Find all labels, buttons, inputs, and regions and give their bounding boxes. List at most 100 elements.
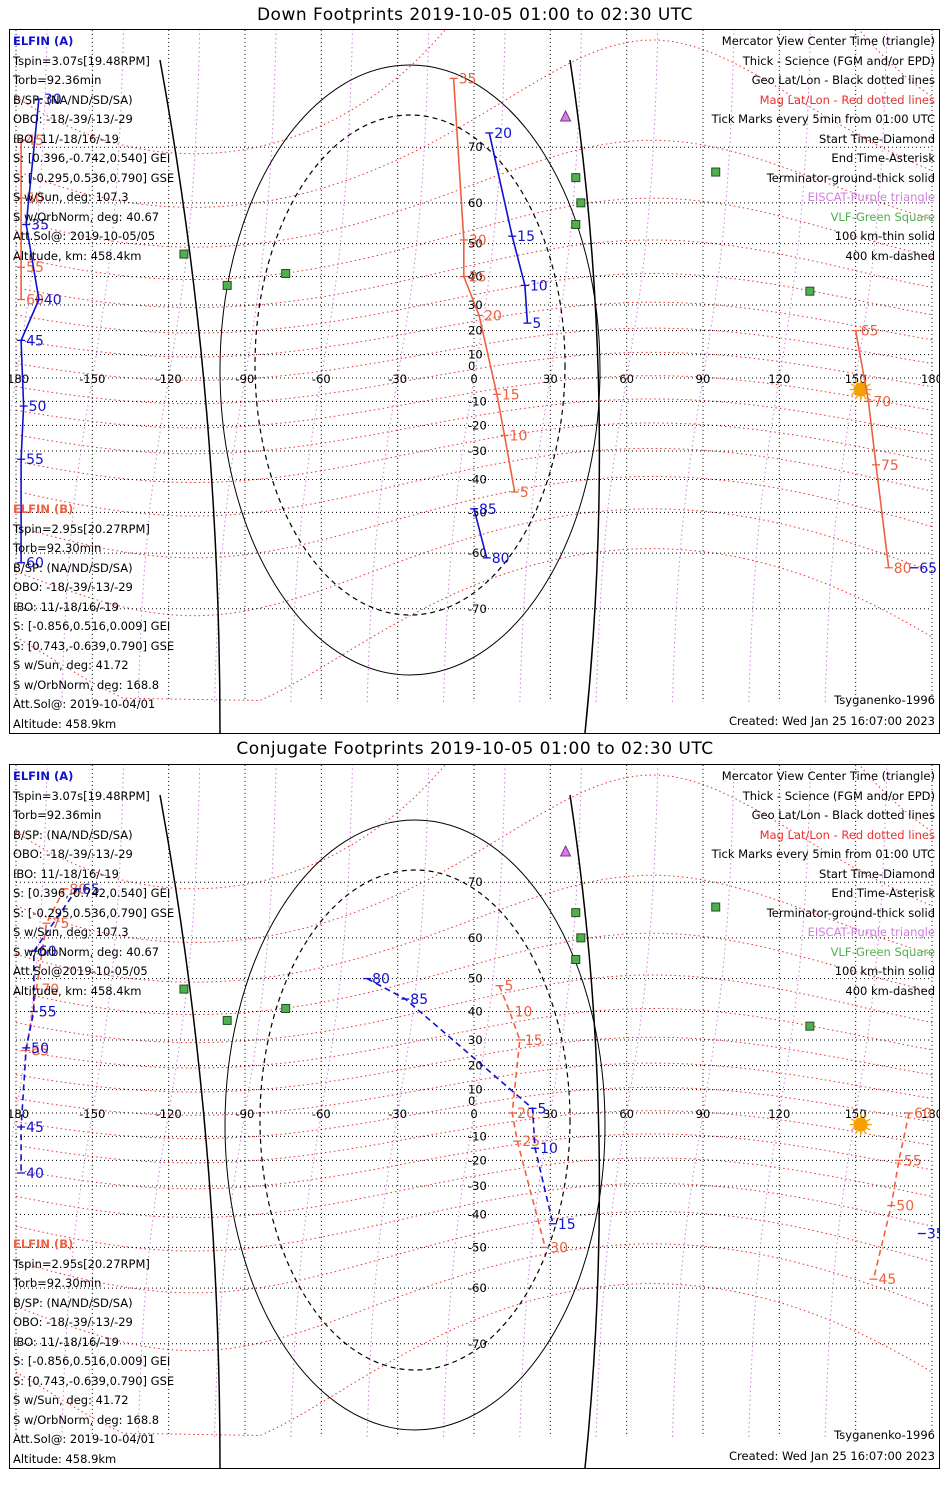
lat-tick-label: -40 [468, 472, 487, 486]
elfin-b-line: S: [0.743,-0.639,0.790] GSE [13, 638, 175, 653]
footer-model-down: Tsyganenko-1996 [834, 693, 935, 707]
lon-tick-label: -150 [79, 1107, 105, 1121]
elfin-a-tick-label: 65 [82, 882, 100, 898]
elfin-a-tick-label: 15 [558, 1217, 576, 1233]
vlf-square-icon [179, 984, 189, 994]
lat-tick-label: 50 [468, 237, 483, 251]
sun-icon [853, 1117, 868, 1132]
elfin-b-tick-label: 75 [881, 458, 899, 474]
map-frame-down: -180-150-120-90-60-300306090120150180706… [9, 29, 940, 734]
legend-entry: Tick Marks every 5min from 01:00 UTC [711, 847, 935, 861]
vlf-square-icon [711, 167, 721, 177]
vlf-square-icon [222, 1015, 232, 1025]
elfin-b-tick-label: 5 [504, 979, 513, 995]
elfin-a-line: Att.Sol@2019-10-05/05 [13, 964, 148, 978]
elfin-b-track [854, 330, 890, 568]
elfin-b-tick-label: 65 [861, 324, 879, 340]
lon-tick-label: 30 [543, 372, 558, 386]
legend-entry: EISCAT-Purple triangle [807, 925, 935, 939]
legend-entry: End Time-Asterisk [831, 151, 935, 165]
lon-tick-label: -150 [79, 372, 105, 386]
elfin-b-tick-label: 75 [52, 916, 70, 932]
elfin-b-tick-label: 60 [26, 293, 44, 309]
elfin-b-line: S w/Sun, deg: 41.72 [13, 1393, 129, 1407]
elfin-a-line: IBO: 11/-18/16/-19 [13, 131, 119, 146]
vlf-square-icon [805, 1021, 815, 1031]
elfin-b-tick-label: 65 [31, 1043, 49, 1059]
lon-tick-label: 90 [696, 1107, 711, 1121]
mag-lat-line [15, 1133, 933, 1190]
legend-entry: Terminator-ground-thick solid [766, 170, 935, 185]
vlf-square-icon [571, 219, 581, 229]
lat-tick-label: 20 [468, 1059, 483, 1073]
mag-lon-line [290, 765, 353, 1438]
elfin-b-tick-label: 5 [520, 485, 529, 501]
mag-lat-line [15, 1110, 933, 1164]
mag-lat-line [15, 548, 933, 702]
vlf-square-icon [805, 286, 815, 296]
mag-lon-line [214, 30, 277, 703]
elfin-a-track [488, 132, 529, 324]
sun-ray [863, 395, 867, 400]
eiscat-triangle-icon [559, 109, 572, 122]
lon-tick-label: -120 [156, 372, 182, 386]
lon-tick-label: -90 [236, 372, 255, 386]
legend-conjugate: Mercator View Center Time (triangle) Thic… [712, 767, 935, 1001]
vlf-square-icon [222, 280, 232, 290]
legend-entry: End Time-Asterisk [831, 886, 935, 900]
elfin-a-line: OBO: -18/-39/-13/-29 [13, 847, 133, 861]
elfin-b-tick-label: 35 [459, 71, 477, 87]
elfin-b-line: S w/OrbNorm, deg: 168.8 [13, 677, 160, 692]
legend-entry: 100 km-thin solid [834, 964, 935, 978]
elfin-a-tick-label: 80 [372, 972, 390, 988]
legend-entry: VLF-Green Square [830, 944, 935, 959]
elfin-b-tick-label: 20 [517, 1106, 535, 1122]
mag-lon-line [290, 30, 353, 703]
vlf-square-icon [576, 933, 586, 943]
elfin-a-line: B/SP: (NA/ND/SD/SA) [13, 827, 133, 842]
mag-lat-line [15, 974, 933, 1044]
legend-entry: Geo Lat/Lon - Black dotted lines [751, 808, 935, 822]
elfin-a-tick-label: 65 [919, 561, 937, 577]
elfin-b-tick-label: 25 [522, 1134, 540, 1150]
elfin-a-line: Torb=92.36min [13, 73, 102, 87]
vlf-square-icon [571, 954, 581, 964]
sun-ray [850, 1127, 856, 1131]
elfin-b-tick-label: 50 [896, 1199, 914, 1215]
mag-lat-line [15, 1062, 933, 1116]
elfin-a-tick-label: 50 [29, 399, 47, 415]
legend-entry: Mag Lat/Lon - Red dotted lines [759, 92, 935, 107]
lon-tick-label: 120 [768, 372, 790, 386]
panel-title-conjugate: Conjugate Footprints 2019-10-05 01:00 to… [236, 739, 714, 759]
mag-lat-line [15, 447, 933, 517]
elfin-b-tick-label: 45 [878, 1272, 896, 1288]
lat-tick-label: 60 [468, 931, 483, 945]
terminator-left [159, 794, 221, 1468]
footprint-boundary-100km [219, 64, 601, 676]
elfin-b-line: IBO: 11/-18/16/-19 [13, 1334, 119, 1349]
lat-tick-label: 50 [468, 972, 483, 986]
elfin-b-tick-label: 80 [69, 882, 87, 898]
mag-lat-line [15, 1036, 933, 1093]
elfin-a-tick-label: 60 [26, 556, 44, 572]
footer-created-down: Created: Wed Jan 25 16:07:00 2023 [728, 714, 935, 728]
lon-tick-label: -60 [312, 1107, 331, 1121]
elfin-a-tick-label: 35 [927, 1227, 939, 1243]
elfin-a-line: S w/OrbNorm, deg: 40.67 [13, 944, 160, 959]
lat-tick-label: 0 [468, 359, 475, 373]
elfin-b-line: Altitude: 458.9km [13, 1451, 117, 1466]
sun-ray [854, 1130, 858, 1135]
elfin-a-tick-label: 55 [39, 1005, 57, 1021]
elfin-a-tick-label: 85 [479, 502, 497, 518]
elfin-a-line: S w/OrbNorm, deg: 40.67 [13, 209, 160, 224]
legend-entry: Terminator-ground-thick solid [766, 905, 935, 920]
elfin-b-label: ELFIN (B) [13, 1237, 74, 1251]
sun-ray [863, 1114, 867, 1119]
elfin-b-track [872, 1112, 910, 1280]
sun-ray [854, 379, 858, 384]
sun-ray [866, 1127, 871, 1131]
mag-lat-line [15, 1086, 933, 1140]
elfin-a-line: S w/Sun, deg: 107.3 [13, 190, 129, 204]
elfin-a-tick-label: 80 [492, 551, 510, 567]
lat-tick-label: 0 [468, 1094, 475, 1108]
